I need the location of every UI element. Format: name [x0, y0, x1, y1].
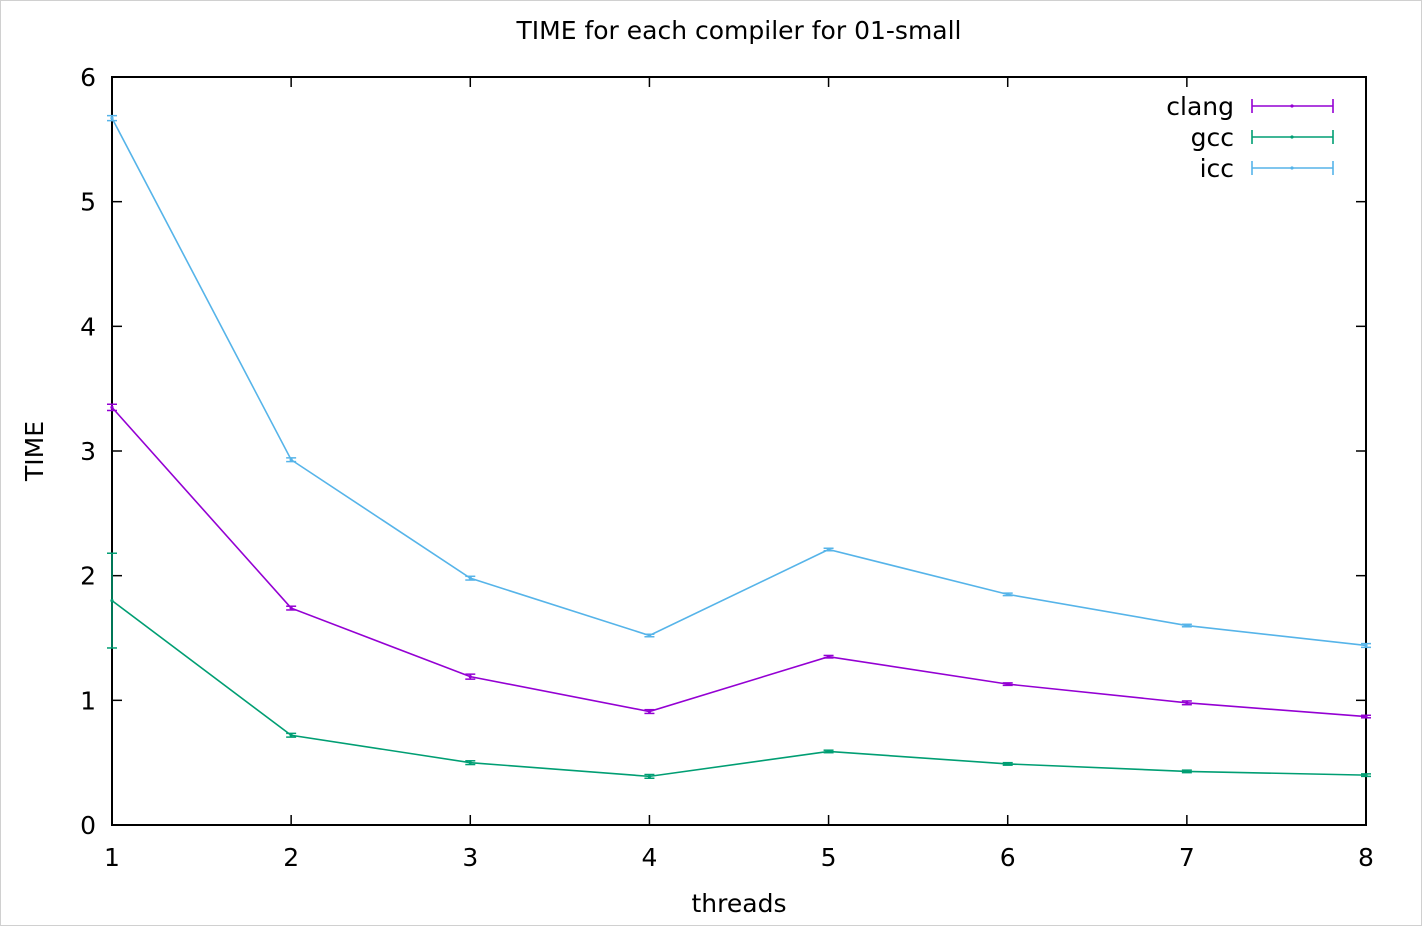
x-axis-label: threads [692, 889, 787, 918]
data-point [289, 458, 293, 462]
x-tick-label: 3 [462, 843, 478, 872]
y-tick-label: 0 [80, 811, 96, 840]
data-point [1364, 714, 1368, 719]
series-gcc [107, 552, 1371, 779]
series-line-clang [111, 406, 1367, 718]
data-point [647, 633, 652, 638]
legend-label: icc [1200, 154, 1234, 183]
data-point [1185, 701, 1189, 705]
data-point [289, 606, 293, 610]
data-point [1006, 762, 1010, 766]
data-point [110, 405, 114, 409]
x-tick-label: 5 [821, 843, 837, 872]
x-tick-label: 1 [104, 843, 120, 872]
x-tick-label: 2 [283, 843, 299, 872]
series-line-gcc [111, 599, 1367, 778]
x-tick-label: 8 [1358, 843, 1374, 872]
data-point [1185, 623, 1189, 628]
y-axis: 0 1 2 3 4 5 6 [80, 63, 1366, 840]
data-point [1364, 773, 1368, 777]
data-point [647, 709, 652, 714]
data-point [1006, 592, 1010, 596]
series-line-icc [111, 117, 1367, 647]
data-point [1185, 769, 1189, 773]
x-tick-label: 4 [641, 843, 657, 872]
data-point [468, 576, 472, 580]
series-clang [107, 403, 1371, 719]
data-point [468, 675, 472, 679]
plot-border [111, 76, 1367, 826]
y-tick-label: 6 [80, 63, 96, 92]
legend-label: gcc [1191, 123, 1234, 152]
x-axis: 1 2 3 4 5 6 7 8 [104, 77, 1374, 872]
y-tick-label: 5 [80, 188, 96, 217]
y-tick-label: 3 [80, 437, 96, 466]
data-point [1006, 682, 1010, 686]
y-tick-label: 2 [80, 562, 96, 591]
plot-area [111, 76, 1367, 826]
legend-item-icc: icc [1200, 154, 1334, 183]
x-tick-label: 7 [1179, 843, 1195, 872]
series-layer [107, 114, 1371, 779]
data-point [468, 761, 472, 765]
data-point [289, 733, 293, 737]
x-tick-label: 6 [1000, 843, 1016, 872]
legend-item-clang: clang [1166, 92, 1334, 121]
chart-title: TIME for each compiler for 01-small [515, 16, 961, 45]
data-point [647, 774, 652, 778]
legend-item-gcc: gcc [1191, 123, 1334, 152]
data-point [1364, 643, 1368, 648]
series-icc [107, 114, 1371, 649]
data-point [110, 116, 114, 120]
data-point [826, 749, 831, 754]
legend-label: clang [1166, 92, 1234, 121]
y-axis-label: TIME [20, 421, 49, 482]
y-tick-label: 1 [80, 686, 96, 715]
data-point [826, 655, 831, 659]
y-tick-label: 4 [80, 312, 96, 341]
data-point [110, 599, 114, 603]
data-point [826, 547, 831, 552]
